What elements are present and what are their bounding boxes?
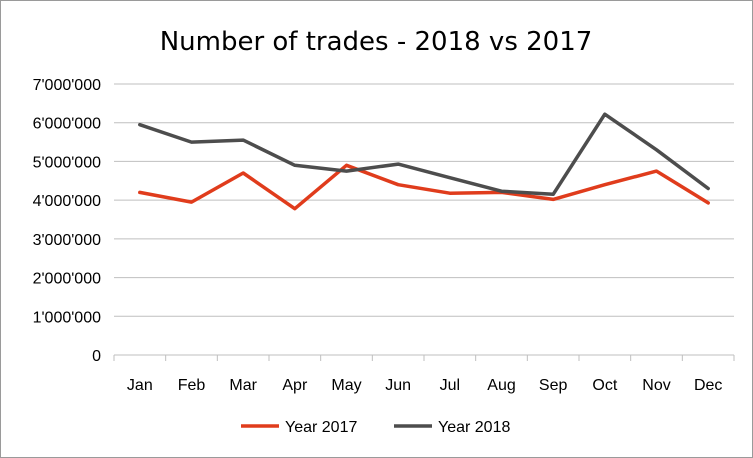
chart-title: Number of trades - 2018 vs 2017 xyxy=(160,27,593,57)
y-tick-label: 1'000'000 xyxy=(33,309,102,326)
x-axis-ticks: Jan Feb Mar Apr May Jun Jul Aug Sep Oct Nov Dec xyxy=(127,377,722,394)
y-tick-label: 0 xyxy=(92,348,101,365)
x-tick-label: Feb xyxy=(178,377,206,394)
grid xyxy=(113,83,735,361)
y-tick-label: 6'000'000 xyxy=(33,116,102,133)
x-tick-label: Aug xyxy=(487,377,515,394)
y-tick-label: 3'000'000 xyxy=(33,232,102,249)
y-tick-label: 4'000'000 xyxy=(33,193,102,210)
y-tick-label: 5'000'000 xyxy=(33,154,102,171)
x-tick-label: Nov xyxy=(642,377,670,394)
series-line-year-2017 xyxy=(138,163,710,211)
x-tick-label: Mar xyxy=(229,377,257,394)
x-tick-label: Jun xyxy=(385,377,411,394)
x-tick-label: Dec xyxy=(694,377,722,394)
x-tick-label: May xyxy=(331,377,361,394)
x-tick-label: Jul xyxy=(440,377,460,394)
series-line-year-2018 xyxy=(138,112,710,197)
y-tick-label: 2'000'000 xyxy=(33,271,102,288)
x-tick-label: Oct xyxy=(592,377,617,394)
y-axis-ticks: 0 1'000'000 2'000'000 3'000'000 4'000'000 5'0… xyxy=(33,77,102,365)
legend-label: Year 2017 xyxy=(285,419,357,436)
x-tick-label: Apr xyxy=(282,377,308,394)
legend: Year 2017 Year 2018 xyxy=(241,419,510,436)
series-lines xyxy=(138,112,710,211)
x-tick-label: Sep xyxy=(539,377,568,394)
y-tick-label: 7'000'000 xyxy=(33,77,102,94)
legend-label: Year 2018 xyxy=(438,419,510,436)
x-tick-label: Jan xyxy=(127,377,153,394)
